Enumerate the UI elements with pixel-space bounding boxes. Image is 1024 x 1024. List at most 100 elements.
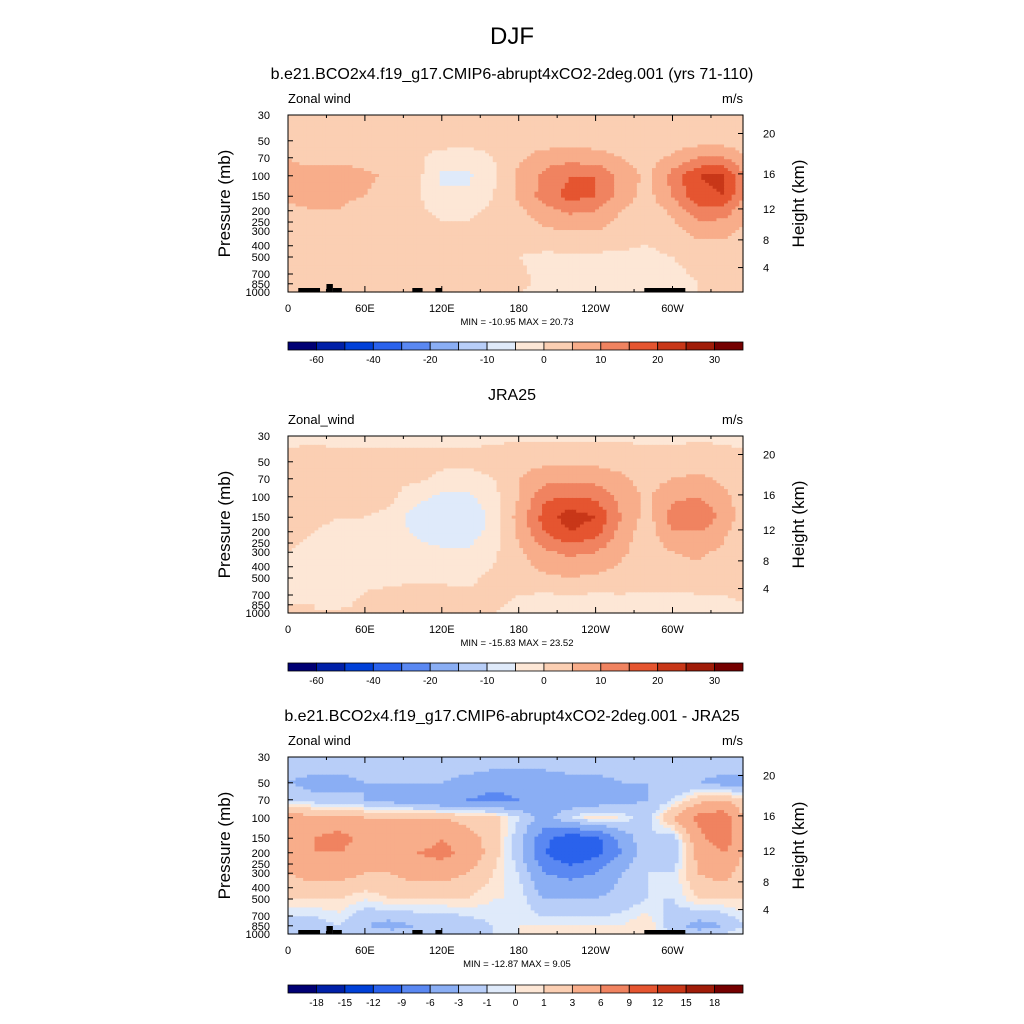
field-cell [697,132,702,137]
field-cell [416,120,422,125]
field-cell [413,123,418,128]
field-cell [720,123,725,128]
field-cell [739,123,744,128]
field-cell [341,129,346,134]
field-cell [530,135,536,140]
field-cell [329,123,335,128]
field-cell [477,123,482,128]
field-cell [686,129,691,134]
field-cell [670,132,676,137]
field-cell [564,115,570,119]
field-cell [303,120,308,125]
field-cell [454,135,460,140]
field-cell [598,126,604,131]
field-cell [587,135,592,140]
field-cell [424,117,429,122]
field-cell [538,132,543,137]
field-cell [481,120,486,125]
field-cell [314,138,319,143]
field-cell [636,123,642,128]
field-cell [485,132,490,137]
field-cell [348,135,354,140]
field-cell [564,117,570,122]
field-cell [356,115,361,119]
field-cell [545,120,551,125]
field-cell [382,132,388,137]
field-cell [568,120,573,125]
field-cell [724,123,729,128]
field-cell [303,123,308,128]
field-cell [625,135,630,140]
field-cell [386,138,391,143]
field-cell [610,129,615,134]
field-cell [405,123,410,128]
field-cell [329,115,335,119]
field-cell [504,132,509,137]
field-cell [602,126,608,131]
field-cell [394,115,399,119]
field-cell [416,126,422,131]
field-cell [375,129,380,134]
field-cell [356,135,361,140]
field-cell [409,135,414,140]
field-cell [633,129,638,134]
field-cell [534,126,539,131]
field-cell [697,120,702,125]
field-cell [310,115,316,119]
field-cell [379,138,384,143]
field-cell [348,123,354,128]
field-cell [439,126,445,131]
field-cell [682,129,687,134]
field-cell [473,120,479,125]
field-cell [386,115,391,119]
field-cell [386,126,391,131]
field-cell [602,120,608,125]
field-cell [614,126,619,131]
field-cell [386,117,391,122]
field-cell [720,120,725,125]
field-cell [724,135,729,140]
field-cell [739,129,744,134]
field-cell [435,120,441,125]
contour-field [288,115,744,293]
field-cell [288,126,293,131]
field-cell [731,129,737,134]
field-cell [435,129,441,134]
field-cell [727,115,733,119]
field-cell [470,132,475,137]
field-cell [375,138,380,143]
field-cell [629,120,634,125]
field-cell [674,117,680,122]
field-cell [375,135,380,140]
field-cell [488,129,494,134]
field-cell [678,135,683,140]
field-cell [295,129,300,134]
field-cell [697,135,702,140]
field-cell [523,129,528,134]
field-cell [644,132,649,137]
field-cell [507,115,513,119]
field-cell [614,120,619,125]
field-cell [375,115,380,119]
field-cell [663,129,668,134]
field-cell [356,126,361,131]
field-cell [314,115,319,119]
field-cell [591,117,596,122]
field-cell [462,132,467,137]
field-cell [595,115,600,119]
field-cell [454,129,460,134]
field-cell [322,138,327,143]
field-cell [295,138,300,143]
field-cell [640,129,646,134]
field-cell [686,135,691,140]
field-cell [344,120,350,125]
field-cell [488,135,494,140]
field-cell [530,126,536,131]
field-cell [538,126,543,131]
field-cell [492,129,498,134]
field-cell [504,120,509,125]
field-cell [568,115,573,119]
field-cell [523,135,528,140]
field-cell [382,117,388,122]
field-cell [458,115,464,119]
